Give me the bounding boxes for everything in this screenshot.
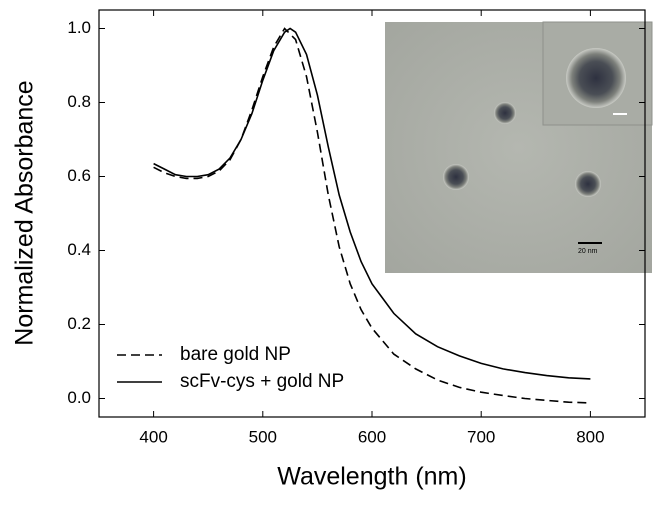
x-tick-label: 700 xyxy=(467,427,495,446)
y-tick-label: 0.2 xyxy=(67,314,91,333)
x-tick-label: 400 xyxy=(139,427,167,446)
inset-micrograph: 20 nm xyxy=(385,21,653,273)
y-tick-label: 0.6 xyxy=(67,166,91,185)
y-tick-label: 0.4 xyxy=(67,240,91,259)
x-tick-label: 800 xyxy=(576,427,604,446)
legend-label: bare gold NP xyxy=(180,344,291,365)
x-tick-label: 600 xyxy=(358,427,386,446)
y-tick-label: 0.0 xyxy=(67,388,91,407)
x-axis-label: Wavelength (nm) xyxy=(277,463,466,491)
inset-scale-label: 20 nm xyxy=(578,248,598,255)
data-line xyxy=(153,27,591,380)
y-tick-label: 1.0 xyxy=(67,18,91,37)
x-tick-label: 500 xyxy=(249,427,277,446)
y-tick-label: 0.8 xyxy=(67,92,91,111)
data-line xyxy=(153,27,591,404)
legend-label: scFv-cys + gold NP xyxy=(180,371,344,392)
y-axis-label: Normalized Absorbance xyxy=(11,80,39,345)
